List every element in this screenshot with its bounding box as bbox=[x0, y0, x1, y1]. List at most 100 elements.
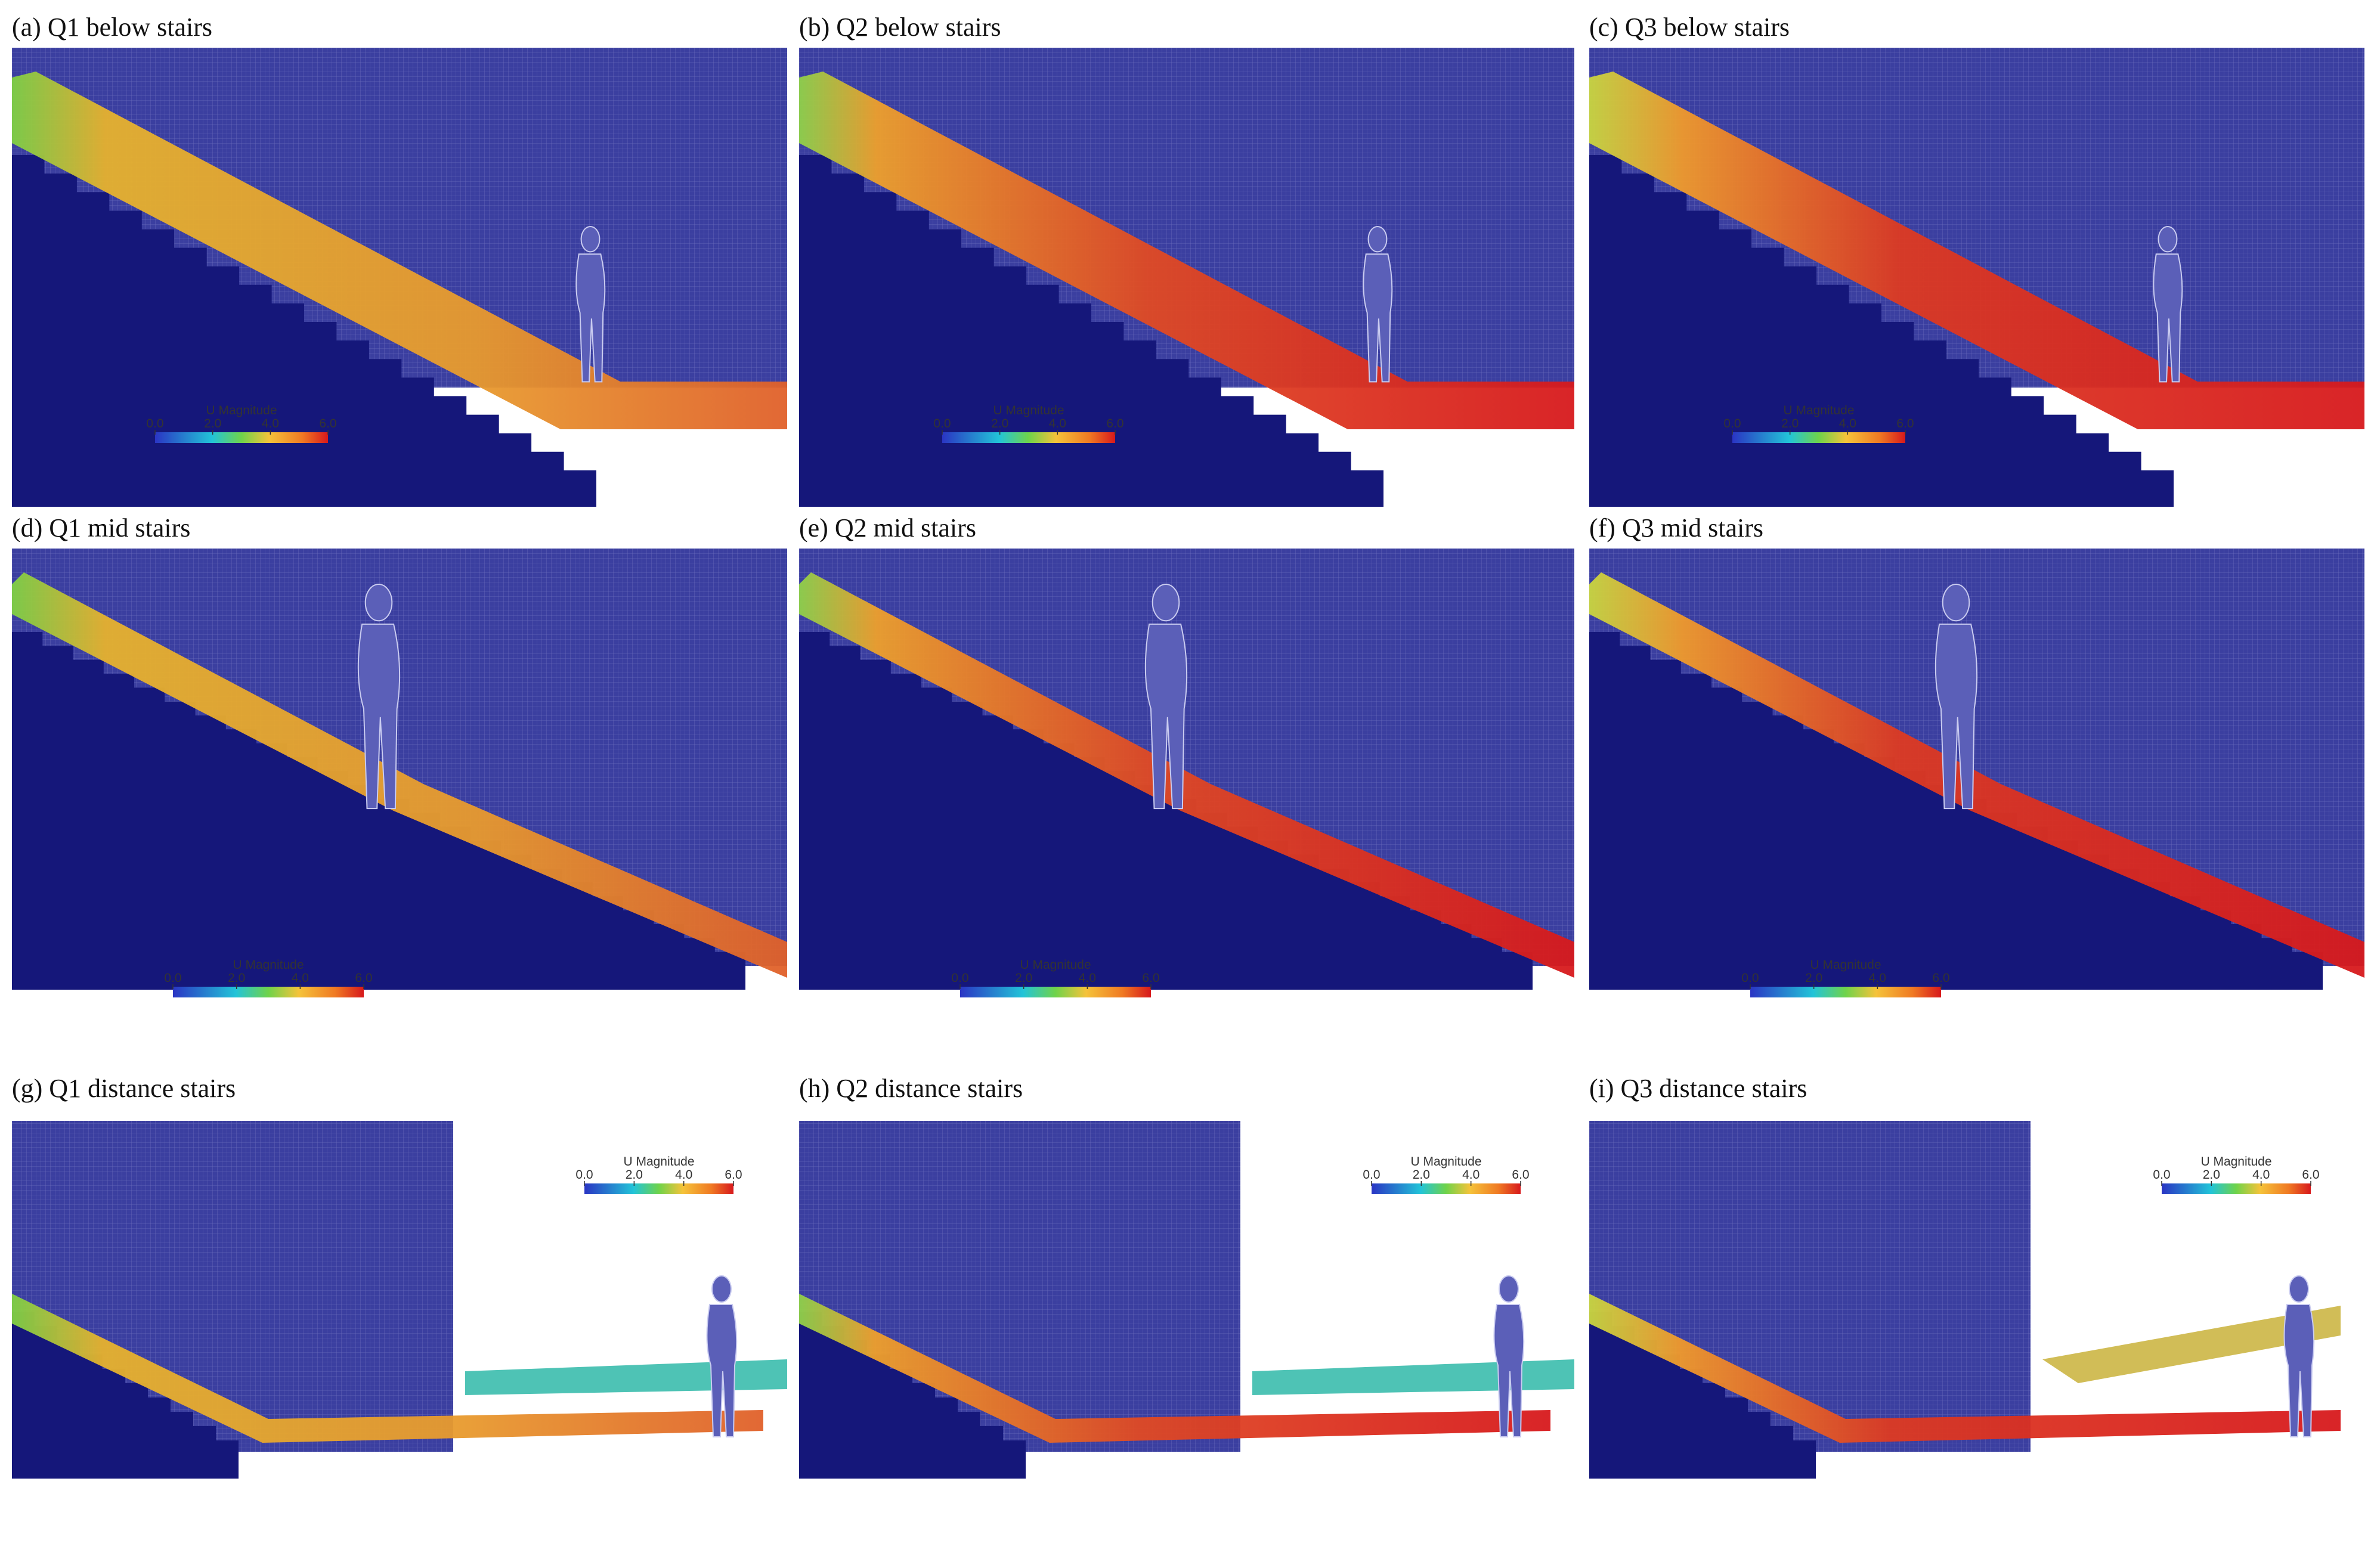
colorbar-tick: 6.0 bbox=[725, 1168, 742, 1182]
colorbar-title: U Magnitude bbox=[1783, 404, 1854, 417]
stairs bbox=[1589, 155, 2174, 507]
panel-title: (e) Q2 mid stairs bbox=[799, 513, 976, 543]
colorbar-gradient bbox=[960, 987, 1151, 997]
simulation-render: U Magnitude 0.0 2.0 4.0 6.0 bbox=[12, 549, 787, 997]
water-jet bbox=[1589, 1294, 2341, 1443]
colorbar-tick: 2.0 bbox=[228, 971, 245, 985]
colorbar-gradient bbox=[1750, 987, 1941, 997]
human-figure bbox=[357, 584, 401, 810]
simulation-render: U Magnitude 0.0 2.0 4.0 6.0 bbox=[12, 48, 787, 507]
simulation-render: U Magnitude 0.0 2.0 4.0 6.0 bbox=[12, 1121, 787, 1479]
water-jet bbox=[1589, 572, 2364, 978]
human-figure bbox=[706, 1275, 738, 1437]
panel-title: (f) Q3 mid stairs bbox=[1589, 513, 1764, 543]
stairs bbox=[1589, 632, 2323, 990]
colorbar-title: U Magnitude bbox=[623, 1155, 694, 1169]
colorbar-tick: 2.0 bbox=[626, 1168, 643, 1182]
downstream-flow bbox=[2042, 1306, 2341, 1383]
colorbar-tick: 4.0 bbox=[1079, 971, 1096, 985]
colorbar-tick: 0.0 bbox=[1723, 417, 1741, 430]
colorbar-tick: 4.0 bbox=[262, 417, 279, 430]
colorbar-title: U Magnitude bbox=[2200, 1155, 2271, 1169]
colorbar: U Magnitude 0.0 2.0 4.0 6.0 bbox=[575, 1155, 742, 1194]
panel-title: (h) Q2 distance stairs bbox=[799, 1074, 1023, 1103]
colorbar-tick: 4.0 bbox=[675, 1168, 692, 1182]
colorbar-tick: 6.0 bbox=[355, 971, 372, 985]
panel-title: (a) Q1 below stairs bbox=[12, 13, 213, 42]
panel-i: (i) Q3 distance stairs U Magnitude 0.0 2.0 4… bbox=[1589, 1073, 2364, 1568]
colorbar-tick: 6.0 bbox=[1512, 1168, 1529, 1182]
colorbar: U Magnitude 0.0 2.0 4.0 6.0 bbox=[933, 404, 1124, 443]
colorbar-tick: 0.0 bbox=[2153, 1168, 2170, 1182]
colorbar: U Magnitude 0.0 2.0 4.0 6.0 bbox=[1363, 1155, 1530, 1194]
stairs bbox=[799, 155, 1383, 507]
colorbar-tick: 4.0 bbox=[1839, 417, 1856, 430]
colorbar-tick: 0.0 bbox=[951, 971, 968, 985]
colorbar-title: U Magnitude bbox=[1020, 958, 1091, 972]
colorbar-tick: 2.0 bbox=[1015, 971, 1032, 985]
panel-a: (a) Q1 below stairs U Magnitude 0.0 2.0 4.0 6… bbox=[12, 12, 787, 507]
panel-b: (b) Q2 below stairs U Magnitude 0.0 2.0 4.0 6… bbox=[799, 12, 1574, 507]
colorbar-tick: 2.0 bbox=[1805, 971, 1822, 985]
simulation-render: U Magnitude 0.0 2.0 4.0 6.0 bbox=[1589, 48, 2364, 507]
colorbar-tick: 0.0 bbox=[164, 971, 181, 985]
human-figure bbox=[1144, 584, 1188, 810]
colorbar-tick: 2.0 bbox=[1413, 1168, 1430, 1182]
panel-f: (f) Q3 mid stairs U Magnitude 0.0 2.0 4.0 6.0 bbox=[1589, 513, 2364, 1008]
colorbar-title: U Magnitude bbox=[206, 404, 277, 417]
colorbar-gradient bbox=[155, 432, 328, 443]
colorbar-tick: 6.0 bbox=[1896, 417, 1914, 430]
colorbar: U Magnitude 0.0 2.0 4.0 6.0 bbox=[951, 958, 1160, 997]
water-jet bbox=[799, 1294, 1550, 1443]
colorbar-tick: 4.0 bbox=[1049, 417, 1066, 430]
colorbar-tick: 2.0 bbox=[2203, 1168, 2220, 1182]
panel-title: (i) Q3 distance stairs bbox=[1589, 1074, 1807, 1103]
simulation-render: U Magnitude 0.0 2.0 4.0 6.0 bbox=[799, 48, 1574, 507]
human-figure bbox=[2283, 1275, 2315, 1437]
human-figure bbox=[1363, 226, 1393, 383]
panel-title: (c) Q3 below stairs bbox=[1589, 13, 1790, 42]
simulation-render: U Magnitude 0.0 2.0 4.0 6.0 bbox=[1589, 549, 2364, 997]
panel-d: (d) Q1 mid stairs U Magnitude 0.0 2.0 4.0 6.0 bbox=[12, 513, 787, 1008]
colorbar: U Magnitude 0.0 2.0 4.0 6.0 bbox=[1741, 958, 1950, 997]
water-jet bbox=[12, 72, 787, 429]
colorbar-tick: 6.0 bbox=[319, 417, 336, 430]
water-jet bbox=[799, 572, 1574, 978]
stairs bbox=[1589, 1312, 1816, 1479]
colorbar-tick: 6.0 bbox=[1142, 971, 1159, 985]
colorbar: U Magnitude 0.0 2.0 4.0 6.0 bbox=[1723, 404, 1914, 443]
panel-title: (d) Q1 mid stairs bbox=[12, 513, 191, 543]
water-jet bbox=[799, 72, 1574, 429]
panel-title: (g) Q1 distance stairs bbox=[12, 1074, 236, 1103]
colorbar-tick: 4.0 bbox=[1869, 971, 1886, 985]
colorbar: U Magnitude 0.0 2.0 4.0 6.0 bbox=[2153, 1155, 2320, 1194]
colorbar: U Magnitude 0.0 2.0 4.0 6.0 bbox=[146, 404, 337, 443]
colorbar-tick: 2.0 bbox=[1781, 417, 1799, 430]
colorbar-tick: 0.0 bbox=[575, 1168, 593, 1182]
colorbar-tick: 0.0 bbox=[1363, 1168, 1380, 1182]
stairs bbox=[12, 1312, 239, 1479]
colorbar-tick: 2.0 bbox=[204, 417, 221, 430]
colorbar-gradient bbox=[1372, 1183, 1521, 1194]
stairs bbox=[12, 632, 745, 990]
colorbar-gradient bbox=[942, 432, 1115, 443]
panel-c: (c) Q3 below stairs U Magnitude 0.0 2.0 4.0 6… bbox=[1589, 12, 2364, 507]
colorbar-tick: 6.0 bbox=[2302, 1168, 2319, 1182]
colorbar-tick: 4.0 bbox=[292, 971, 309, 985]
colorbar-tick: 6.0 bbox=[1106, 417, 1123, 430]
colorbar-tick: 0.0 bbox=[1741, 971, 1759, 985]
colorbar-tick: 2.0 bbox=[991, 417, 1008, 430]
water-jet bbox=[12, 1294, 763, 1443]
human-figure bbox=[1493, 1275, 1525, 1437]
water-jet bbox=[1589, 72, 2364, 429]
colorbar-gradient bbox=[1732, 432, 1905, 443]
human-figure bbox=[575, 226, 606, 383]
colorbar-tick: 4.0 bbox=[1462, 1168, 1480, 1182]
simulation-render: U Magnitude 0.0 2.0 4.0 6.0 bbox=[1589, 1121, 2341, 1479]
colorbar-title: U Magnitude bbox=[1810, 958, 1881, 972]
colorbar-tick: 0.0 bbox=[933, 417, 951, 430]
colorbar-tick: 6.0 bbox=[1932, 971, 1949, 985]
colorbar-gradient bbox=[584, 1183, 733, 1194]
stairs bbox=[799, 1312, 1026, 1479]
human-figure bbox=[1935, 584, 1978, 810]
